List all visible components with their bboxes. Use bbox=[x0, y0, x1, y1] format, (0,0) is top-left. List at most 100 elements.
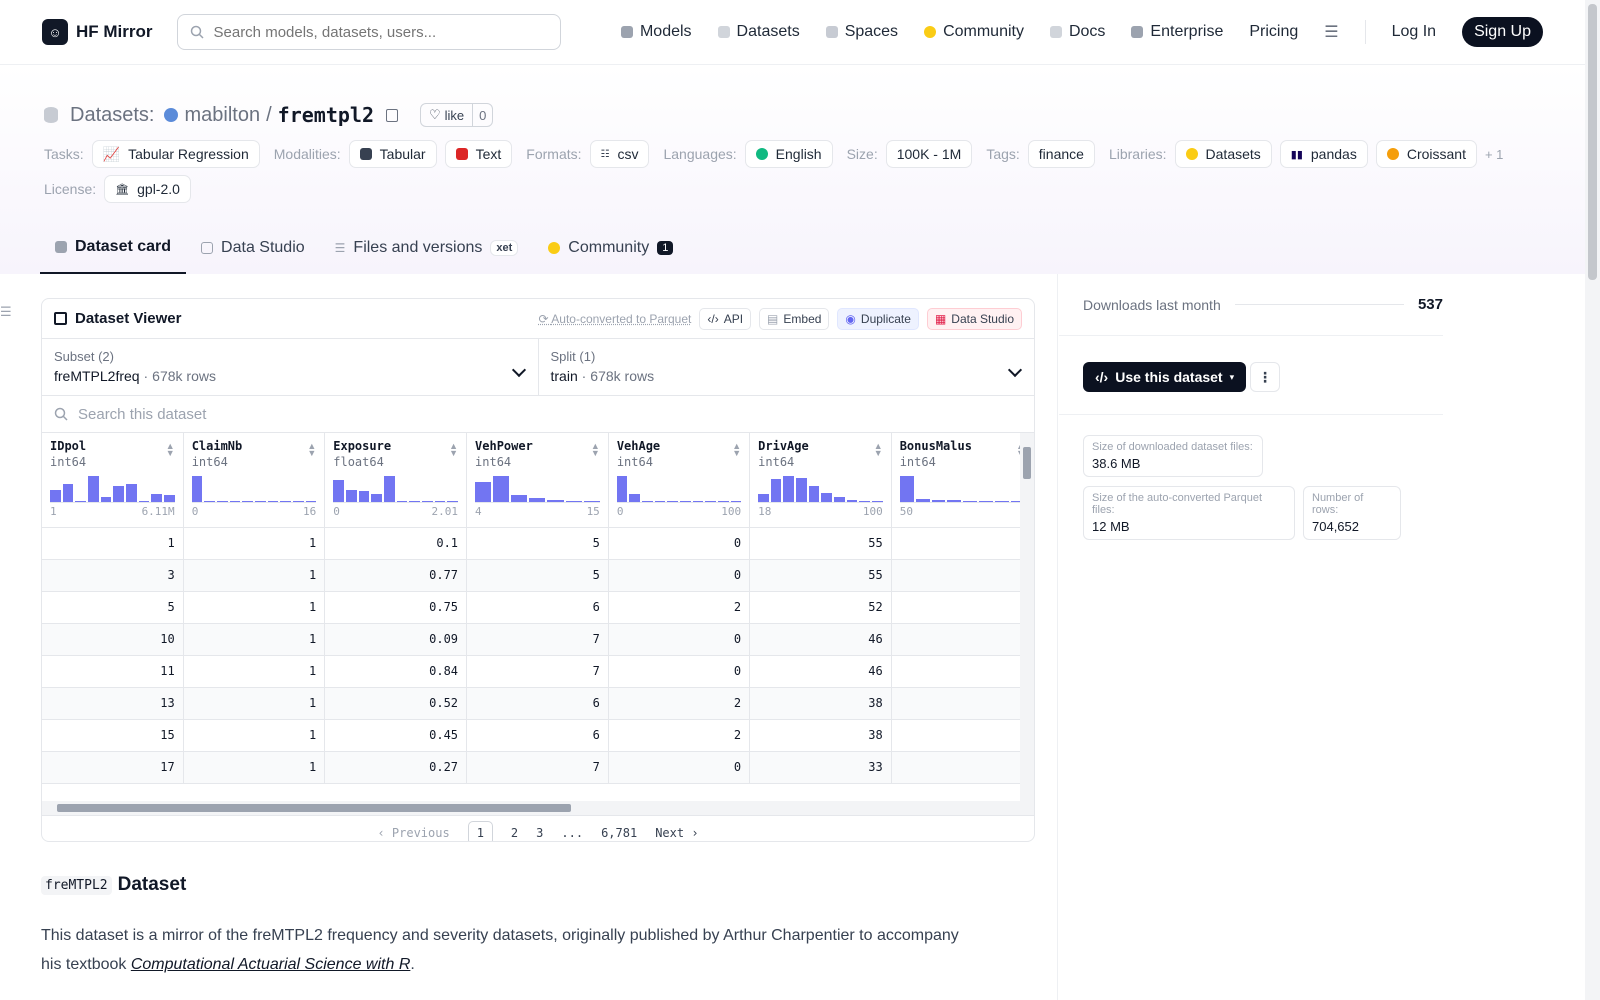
histogram-bar[interactable] bbox=[915, 498, 930, 502]
histogram-bar[interactable] bbox=[808, 485, 820, 502]
table-cell[interactable]: 5 bbox=[466, 527, 609, 560]
histogram-bar[interactable] bbox=[821, 492, 833, 502]
table-row[interactable]: 13 1 0.52 6 2 38 bbox=[42, 687, 1034, 720]
nav-enterprise[interactable]: Enterprise bbox=[1131, 23, 1223, 41]
nav-datasets[interactable]: Datasets bbox=[717, 23, 800, 41]
histogram-bar[interactable] bbox=[529, 497, 546, 502]
histogram-bar[interactable] bbox=[88, 476, 99, 502]
libraries-more[interactable]: + 1 bbox=[1484, 146, 1504, 162]
table-cell[interactable]: 5 bbox=[466, 559, 609, 592]
histogram-bar[interactable] bbox=[280, 501, 291, 502]
copy-icon[interactable] bbox=[385, 108, 398, 122]
column-header[interactable]: VehAge int64 ▲ ▼ 0 100 bbox=[608, 433, 751, 528]
table-cell[interactable]: 0 bbox=[608, 559, 751, 592]
next-page-button[interactable]: Next › bbox=[655, 825, 699, 840]
table-cell[interactable]: 6 bbox=[466, 687, 609, 720]
sort-icon[interactable]: ▲▼ bbox=[873, 441, 883, 458]
histogram-bar[interactable] bbox=[191, 476, 203, 502]
histogram-bar[interactable] bbox=[333, 480, 344, 502]
table-cell[interactable]: 11 bbox=[42, 655, 184, 688]
table-cell[interactable] bbox=[891, 719, 1034, 752]
column-header[interactable]: IDpol int64 ▲ ▼ 1 6.11M bbox=[42, 433, 184, 528]
histogram-bar[interactable] bbox=[834, 496, 845, 502]
table-cell[interactable]: 0 bbox=[608, 751, 751, 784]
histogram-bar[interactable] bbox=[305, 501, 317, 502]
tab-dataset-card[interactable]: Dataset card bbox=[40, 221, 187, 274]
modality-chip-tabular[interactable]: Tabular bbox=[348, 140, 437, 168]
table-cell[interactable]: 17 bbox=[42, 751, 184, 784]
histogram-bar[interactable] bbox=[717, 501, 729, 502]
histogram-bar[interactable] bbox=[899, 476, 914, 502]
subset-select[interactable]: Subset (2) freMTPL2freq · 678k rows bbox=[42, 339, 538, 395]
sort-icon[interactable]: ▲▼ bbox=[307, 441, 317, 458]
table-cell[interactable]: 1 bbox=[183, 559, 326, 592]
table-cell[interactable]: 7 bbox=[466, 623, 609, 656]
histogram-bar[interactable] bbox=[242, 501, 253, 502]
datasets-breadcrumb[interactable]: Datasets: bbox=[70, 103, 155, 126]
sort-icon[interactable]: ▲▼ bbox=[165, 441, 175, 458]
histogram-bar[interactable] bbox=[229, 501, 241, 502]
table-cell[interactable]: 2 bbox=[608, 591, 751, 624]
table-cell[interactable]: 0.45 bbox=[324, 719, 468, 752]
auto-converted-link[interactable]: ⟳ Auto-converted to Parquet bbox=[538, 311, 692, 326]
histogram-bar[interactable] bbox=[345, 489, 357, 502]
global-search[interactable] bbox=[176, 14, 561, 50]
histogram-bar[interactable] bbox=[254, 501, 266, 502]
page-scroll-thumb[interactable] bbox=[1588, 4, 1597, 280]
table-cell[interactable]: 2 bbox=[608, 719, 751, 752]
histogram-bar[interactable] bbox=[292, 501, 304, 502]
histogram-bar[interactable] bbox=[396, 501, 408, 502]
table-cell[interactable] bbox=[891, 559, 1034, 592]
histogram-bar[interactable] bbox=[995, 501, 1010, 502]
sort-icon[interactable]: ▲▼ bbox=[449, 441, 459, 458]
histogram-bar[interactable] bbox=[616, 476, 628, 502]
table-cell[interactable]: 13 bbox=[42, 687, 184, 720]
table-cell[interactable]: 55 bbox=[749, 527, 892, 560]
histogram-bar[interactable] bbox=[126, 484, 137, 502]
language-chip[interactable]: English bbox=[744, 140, 833, 168]
table-row[interactable]: 17 1 0.27 7 0 33 bbox=[42, 751, 1034, 784]
table-row[interactable]: 3 1 0.77 5 0 55 bbox=[42, 559, 1034, 592]
histogram-bar[interactable] bbox=[493, 476, 510, 502]
histogram-bar[interactable] bbox=[730, 501, 742, 502]
histogram-bar[interactable] bbox=[796, 477, 807, 502]
size-chip[interactable]: 100K - 1M bbox=[885, 140, 973, 168]
table-cell[interactable]: 46 bbox=[749, 655, 892, 688]
table-cell[interactable]: 33 bbox=[749, 751, 892, 784]
table-cell[interactable]: 52 bbox=[749, 591, 892, 624]
library-chip-pandas[interactable]: ▮▮ pandas bbox=[1279, 140, 1368, 168]
data-studio-button[interactable]: ▦ Data Studio bbox=[926, 307, 1022, 330]
nav-docs[interactable]: Docs bbox=[1049, 23, 1105, 41]
table-cell[interactable]: 2 bbox=[608, 687, 751, 720]
horizontal-scroll-thumb[interactable] bbox=[57, 804, 571, 812]
textbook-link[interactable]: Computational Actuarial Science with R bbox=[130, 956, 411, 973]
table-cell[interactable]: 0.27 bbox=[324, 751, 468, 784]
table-cell[interactable] bbox=[891, 591, 1034, 624]
page-last-button[interactable]: 6,781 bbox=[601, 825, 638, 840]
histogram-bar[interactable] bbox=[705, 501, 716, 502]
table-cell[interactable]: 38 bbox=[749, 687, 892, 720]
table-row[interactable]: 1 1 0.1 5 0 55 bbox=[42, 527, 1034, 560]
histogram-bar[interactable] bbox=[583, 500, 600, 502]
histogram-bar[interactable] bbox=[434, 501, 446, 502]
like-button[interactable]: ♡ like 0 bbox=[419, 103, 494, 127]
table-row[interactable]: 5 1 0.75 6 2 52 bbox=[42, 591, 1034, 624]
embed-button[interactable]: ▤ Embed bbox=[759, 307, 830, 330]
library-chip-croissant[interactable]: Croissant bbox=[1375, 140, 1477, 168]
table-cell[interactable]: 46 bbox=[749, 623, 892, 656]
dataset-name[interactable]: fremtpl2 bbox=[277, 103, 374, 127]
vertical-scroll-thumb[interactable] bbox=[1023, 447, 1031, 479]
more-menu[interactable]: ☰ bbox=[1324, 22, 1338, 42]
histogram-bar[interactable] bbox=[846, 499, 858, 502]
histogram-bar[interactable] bbox=[642, 500, 653, 502]
histogram-bar[interactable] bbox=[421, 501, 433, 502]
histogram-bar[interactable] bbox=[151, 493, 163, 502]
histogram-bar[interactable] bbox=[547, 499, 564, 502]
table-cell[interactable]: 0 bbox=[608, 527, 751, 560]
table-cell[interactable]: 0.52 bbox=[324, 687, 468, 720]
table-cell[interactable]: 55 bbox=[749, 559, 892, 592]
column-header[interactable]: VehPower int64 ▲ ▼ 4 15 bbox=[466, 433, 609, 528]
column-header[interactable]: DrivAge int64 ▲ ▼ 18 100 bbox=[749, 433, 892, 528]
histogram-bar[interactable] bbox=[872, 501, 883, 502]
table-cell[interactable]: 1 bbox=[183, 623, 326, 656]
